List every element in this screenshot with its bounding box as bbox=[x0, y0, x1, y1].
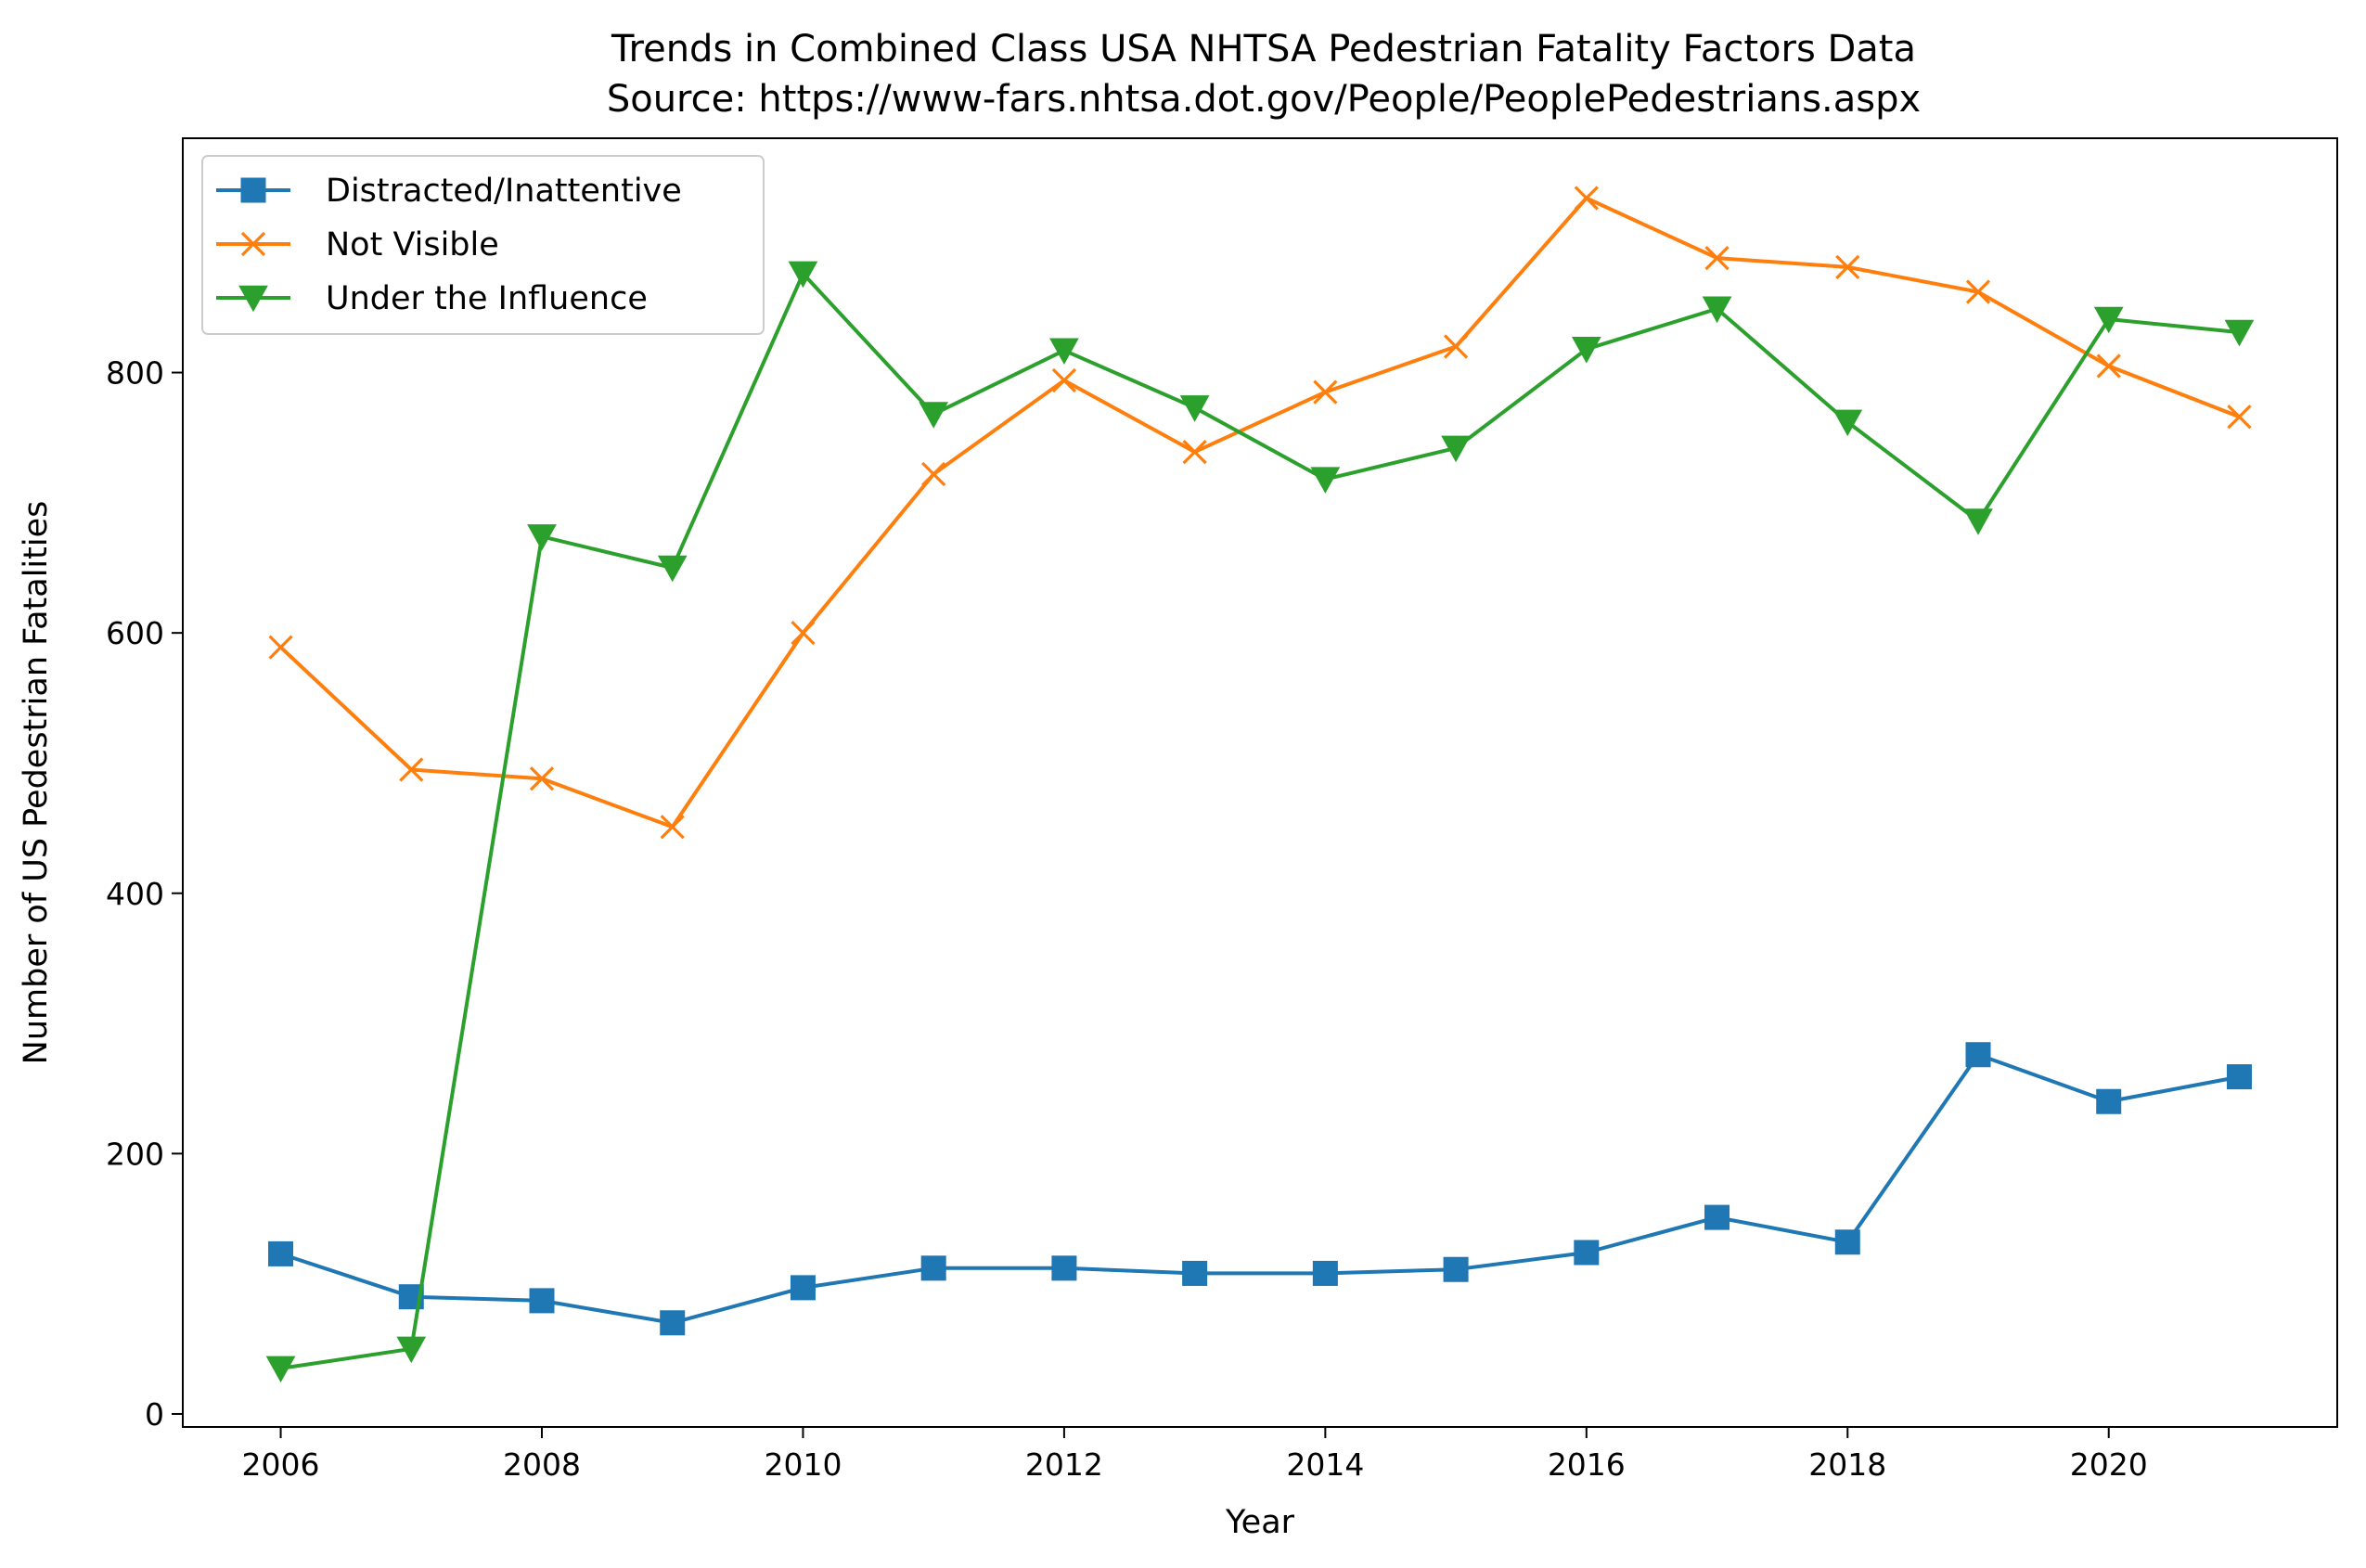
data-point-under-the-influence bbox=[1963, 508, 1993, 535]
legend-marker-not-visible bbox=[240, 231, 266, 257]
data-point-distracted-inattentive bbox=[2096, 1088, 2122, 1114]
data-point-distracted-inattentive bbox=[1182, 1260, 1208, 1286]
x-tick-label: 2008 bbox=[503, 1446, 581, 1483]
data-point-not-visible bbox=[791, 621, 816, 646]
x-tick-label: 2016 bbox=[1548, 1446, 1626, 1483]
legend-label-under-the-influence: Under the Influence bbox=[326, 280, 648, 317]
data-point-distracted-inattentive bbox=[1704, 1204, 1730, 1230]
chart-title: Trends in Combined Class USA NHTSA Pedes… bbox=[611, 28, 1916, 71]
data-point-distracted-inattentive bbox=[268, 1240, 294, 1266]
data-point-not-visible bbox=[268, 635, 293, 660]
data-point-under-the-influence bbox=[1049, 338, 1079, 365]
series-line-under-the-influence bbox=[280, 271, 2240, 1370]
legend-frame bbox=[201, 155, 765, 335]
data-point-not-visible bbox=[399, 757, 424, 782]
legend-label-distracted-inattentive: Distracted/Inattentive bbox=[326, 173, 682, 210]
data-point-under-the-influence bbox=[788, 261, 818, 289]
data-point-not-visible bbox=[1182, 439, 1207, 465]
y-axis-label: Number of US Pedestrian Fatalities bbox=[18, 501, 55, 1065]
y-tick-label: 200 bbox=[106, 1136, 164, 1172]
data-point-under-the-influence bbox=[1702, 296, 1732, 324]
legend: Distracted/Inattentive Not Visible Under t… bbox=[201, 155, 765, 335]
legend-marker-distracted-inattentive bbox=[240, 177, 266, 203]
data-point-under-the-influence bbox=[1310, 467, 1341, 494]
data-point-distracted-inattentive bbox=[1574, 1240, 1600, 1266]
data-point-under-the-influence bbox=[1571, 337, 1601, 364]
x-axis-ticks: 2006 2008 2010 2012 2014 2016 2018 2020 bbox=[242, 1427, 2148, 1483]
data-point-under-the-influence bbox=[657, 555, 688, 583]
x-tick-label: 2018 bbox=[1808, 1446, 1886, 1483]
data-point-distracted-inattentive bbox=[2226, 1064, 2252, 1090]
y-tick-label: 800 bbox=[106, 355, 164, 392]
data-point-under-the-influence bbox=[265, 1356, 296, 1383]
x-tick-label: 2010 bbox=[764, 1446, 842, 1483]
data-point-under-the-influence bbox=[2093, 306, 2124, 334]
legend-label-not-visible: Not Visible bbox=[326, 226, 499, 263]
series-under-the-influence bbox=[265, 261, 2255, 1383]
y-tick-label: 600 bbox=[106, 615, 164, 651]
chart-subtitle: Source: https://www-fars.nhtsa.dot.gov/P… bbox=[607, 78, 1921, 121]
data-point-not-visible bbox=[1574, 186, 1599, 211]
x-tick-label: 2020 bbox=[2070, 1446, 2148, 1483]
data-point-under-the-influence bbox=[2224, 319, 2255, 347]
x-tick-label: 2012 bbox=[1025, 1446, 1103, 1483]
data-point-distracted-inattentive bbox=[1443, 1256, 1469, 1282]
data-point-distracted-inattentive bbox=[790, 1275, 816, 1301]
data-point-not-visible bbox=[1051, 367, 1077, 393]
data-point-under-the-influence bbox=[1179, 395, 1210, 422]
data-point-distracted-inattentive bbox=[660, 1310, 686, 1336]
x-tick-label: 2014 bbox=[1286, 1446, 1364, 1483]
y-axis-ticks: 0 200 400 600 800 bbox=[106, 355, 183, 1433]
y-tick-label: 0 bbox=[145, 1396, 164, 1433]
y-tick-label: 400 bbox=[106, 876, 164, 912]
data-point-under-the-influence bbox=[396, 1336, 427, 1364]
series-not-visible bbox=[268, 186, 2252, 840]
data-point-under-the-influence bbox=[919, 402, 949, 429]
data-point-distracted-inattentive bbox=[1051, 1255, 1077, 1281]
plot-frame bbox=[182, 137, 2338, 1428]
data-point-not-visible bbox=[660, 815, 685, 840]
x-tick-label: 2006 bbox=[242, 1446, 320, 1483]
data-point-not-visible bbox=[1443, 334, 1469, 359]
data-point-under-the-influence bbox=[527, 524, 557, 551]
data-point-under-the-influence bbox=[1832, 409, 1863, 437]
series-distracted-inattentive bbox=[268, 1042, 2252, 1336]
data-point-not-visible bbox=[1835, 254, 1860, 280]
series-line-not-visible bbox=[279, 196, 2241, 829]
data-point-not-visible bbox=[1313, 379, 1338, 405]
data-point-distracted-inattentive bbox=[1834, 1229, 1860, 1255]
legend-marker-under-the-influence bbox=[238, 285, 268, 313]
data-point-not-visible bbox=[1965, 279, 1991, 304]
data-point-not-visible bbox=[2096, 353, 2121, 379]
data-point-distracted-inattentive bbox=[1312, 1260, 1338, 1286]
data-point-not-visible bbox=[1704, 245, 1729, 271]
data-point-distracted-inattentive bbox=[529, 1288, 555, 1314]
data-point-under-the-influence bbox=[1441, 435, 1471, 463]
data-point-not-visible bbox=[529, 766, 555, 791]
data-point-distracted-inattentive bbox=[1965, 1042, 1991, 1068]
series-layer bbox=[265, 186, 2255, 1383]
data-point-not-visible bbox=[921, 461, 946, 487]
x-axis-label: Year bbox=[1225, 1504, 1295, 1541]
series-line-distracted-inattentive bbox=[279, 1052, 2240, 1325]
data-point-distracted-inattentive bbox=[920, 1255, 946, 1281]
data-point-not-visible bbox=[2227, 405, 2252, 430]
